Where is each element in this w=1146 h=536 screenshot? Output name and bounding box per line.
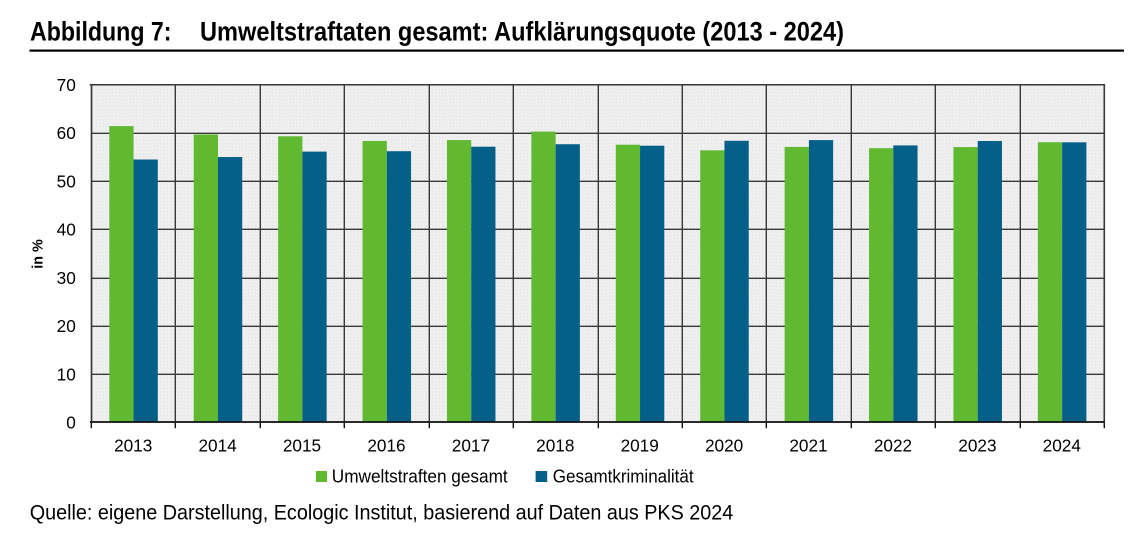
svg-text:in %: in %	[31, 239, 47, 269]
svg-text:30: 30	[57, 268, 76, 288]
svg-text:2022: 2022	[874, 435, 912, 455]
svg-text:Umweltstraftaten gesamt: Aufkl: Umweltstraftaten gesamt: Aufklärungsquot…	[200, 16, 844, 46]
svg-text:2017: 2017	[452, 435, 490, 455]
svg-text:Quelle: eigene Darstellung, Ec: Quelle: eigene Darstellung, Ecologic Ins…	[30, 501, 734, 524]
svg-text:2021: 2021	[789, 435, 827, 455]
svg-text:0: 0	[66, 413, 76, 433]
svg-text:Gesamtkriminalität: Gesamtkriminalität	[553, 467, 694, 487]
svg-text:2016: 2016	[367, 435, 405, 455]
svg-text:2020: 2020	[705, 435, 743, 455]
svg-text:20: 20	[57, 316, 76, 336]
svg-text:70: 70	[57, 75, 76, 95]
svg-text:10: 10	[57, 364, 76, 384]
svg-text:60: 60	[57, 123, 76, 143]
svg-text:Abbildung 7:: Abbildung 7:	[30, 16, 172, 46]
svg-text:2019: 2019	[621, 435, 659, 455]
svg-text:2024: 2024	[1043, 435, 1082, 455]
svg-text:Umweltstraften gesamt: Umweltstraften gesamt	[332, 467, 508, 487]
svg-text:40: 40	[57, 220, 76, 240]
svg-text:2018: 2018	[536, 435, 574, 455]
svg-text:2023: 2023	[958, 435, 996, 455]
svg-text:2013: 2013	[114, 435, 152, 455]
svg-text:2015: 2015	[283, 435, 321, 455]
svg-text:2014: 2014	[198, 435, 237, 455]
svg-text:50: 50	[57, 171, 76, 191]
